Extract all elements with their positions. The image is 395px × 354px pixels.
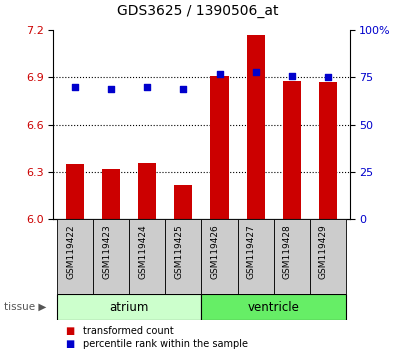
Bar [102, 169, 120, 219]
Text: GSM119423: GSM119423 [102, 225, 111, 279]
Bar [174, 185, 192, 219]
Bar [57, 294, 201, 320]
Point [252, 69, 259, 75]
Point [144, 84, 150, 90]
Text: ■: ■ [65, 339, 74, 349]
Bar [211, 76, 229, 219]
Text: GSM119422: GSM119422 [66, 225, 75, 279]
Point [108, 86, 114, 92]
Text: GSM119428: GSM119428 [283, 225, 292, 279]
FancyBboxPatch shape [201, 219, 237, 294]
Text: transformed count: transformed count [83, 326, 174, 336]
Bar [283, 81, 301, 219]
Text: tissue ▶: tissue ▶ [4, 302, 46, 312]
Text: percentile rank within the sample: percentile rank within the sample [83, 339, 248, 349]
FancyBboxPatch shape [166, 219, 201, 294]
FancyBboxPatch shape [129, 219, 166, 294]
Point [180, 86, 186, 92]
Point [216, 71, 223, 76]
Bar [319, 82, 337, 219]
Text: GSM119426: GSM119426 [211, 225, 220, 279]
Text: atrium: atrium [109, 301, 149, 314]
FancyBboxPatch shape [310, 219, 346, 294]
Text: GDS3625 / 1390506_at: GDS3625 / 1390506_at [117, 4, 278, 18]
Text: GSM119429: GSM119429 [319, 225, 328, 279]
Text: GSM119425: GSM119425 [174, 225, 183, 279]
FancyBboxPatch shape [237, 219, 274, 294]
Text: GSM119424: GSM119424 [138, 225, 147, 279]
Text: ■: ■ [65, 326, 74, 336]
FancyBboxPatch shape [93, 219, 129, 294]
FancyBboxPatch shape [57, 219, 93, 294]
Bar [138, 163, 156, 219]
Point [72, 84, 78, 90]
Bar [201, 294, 346, 320]
Point [289, 73, 295, 78]
Bar [66, 164, 84, 219]
Text: ventricle: ventricle [248, 301, 300, 314]
Point [325, 75, 331, 80]
Bar [246, 35, 265, 219]
Text: GSM119427: GSM119427 [246, 225, 256, 279]
FancyBboxPatch shape [274, 219, 310, 294]
